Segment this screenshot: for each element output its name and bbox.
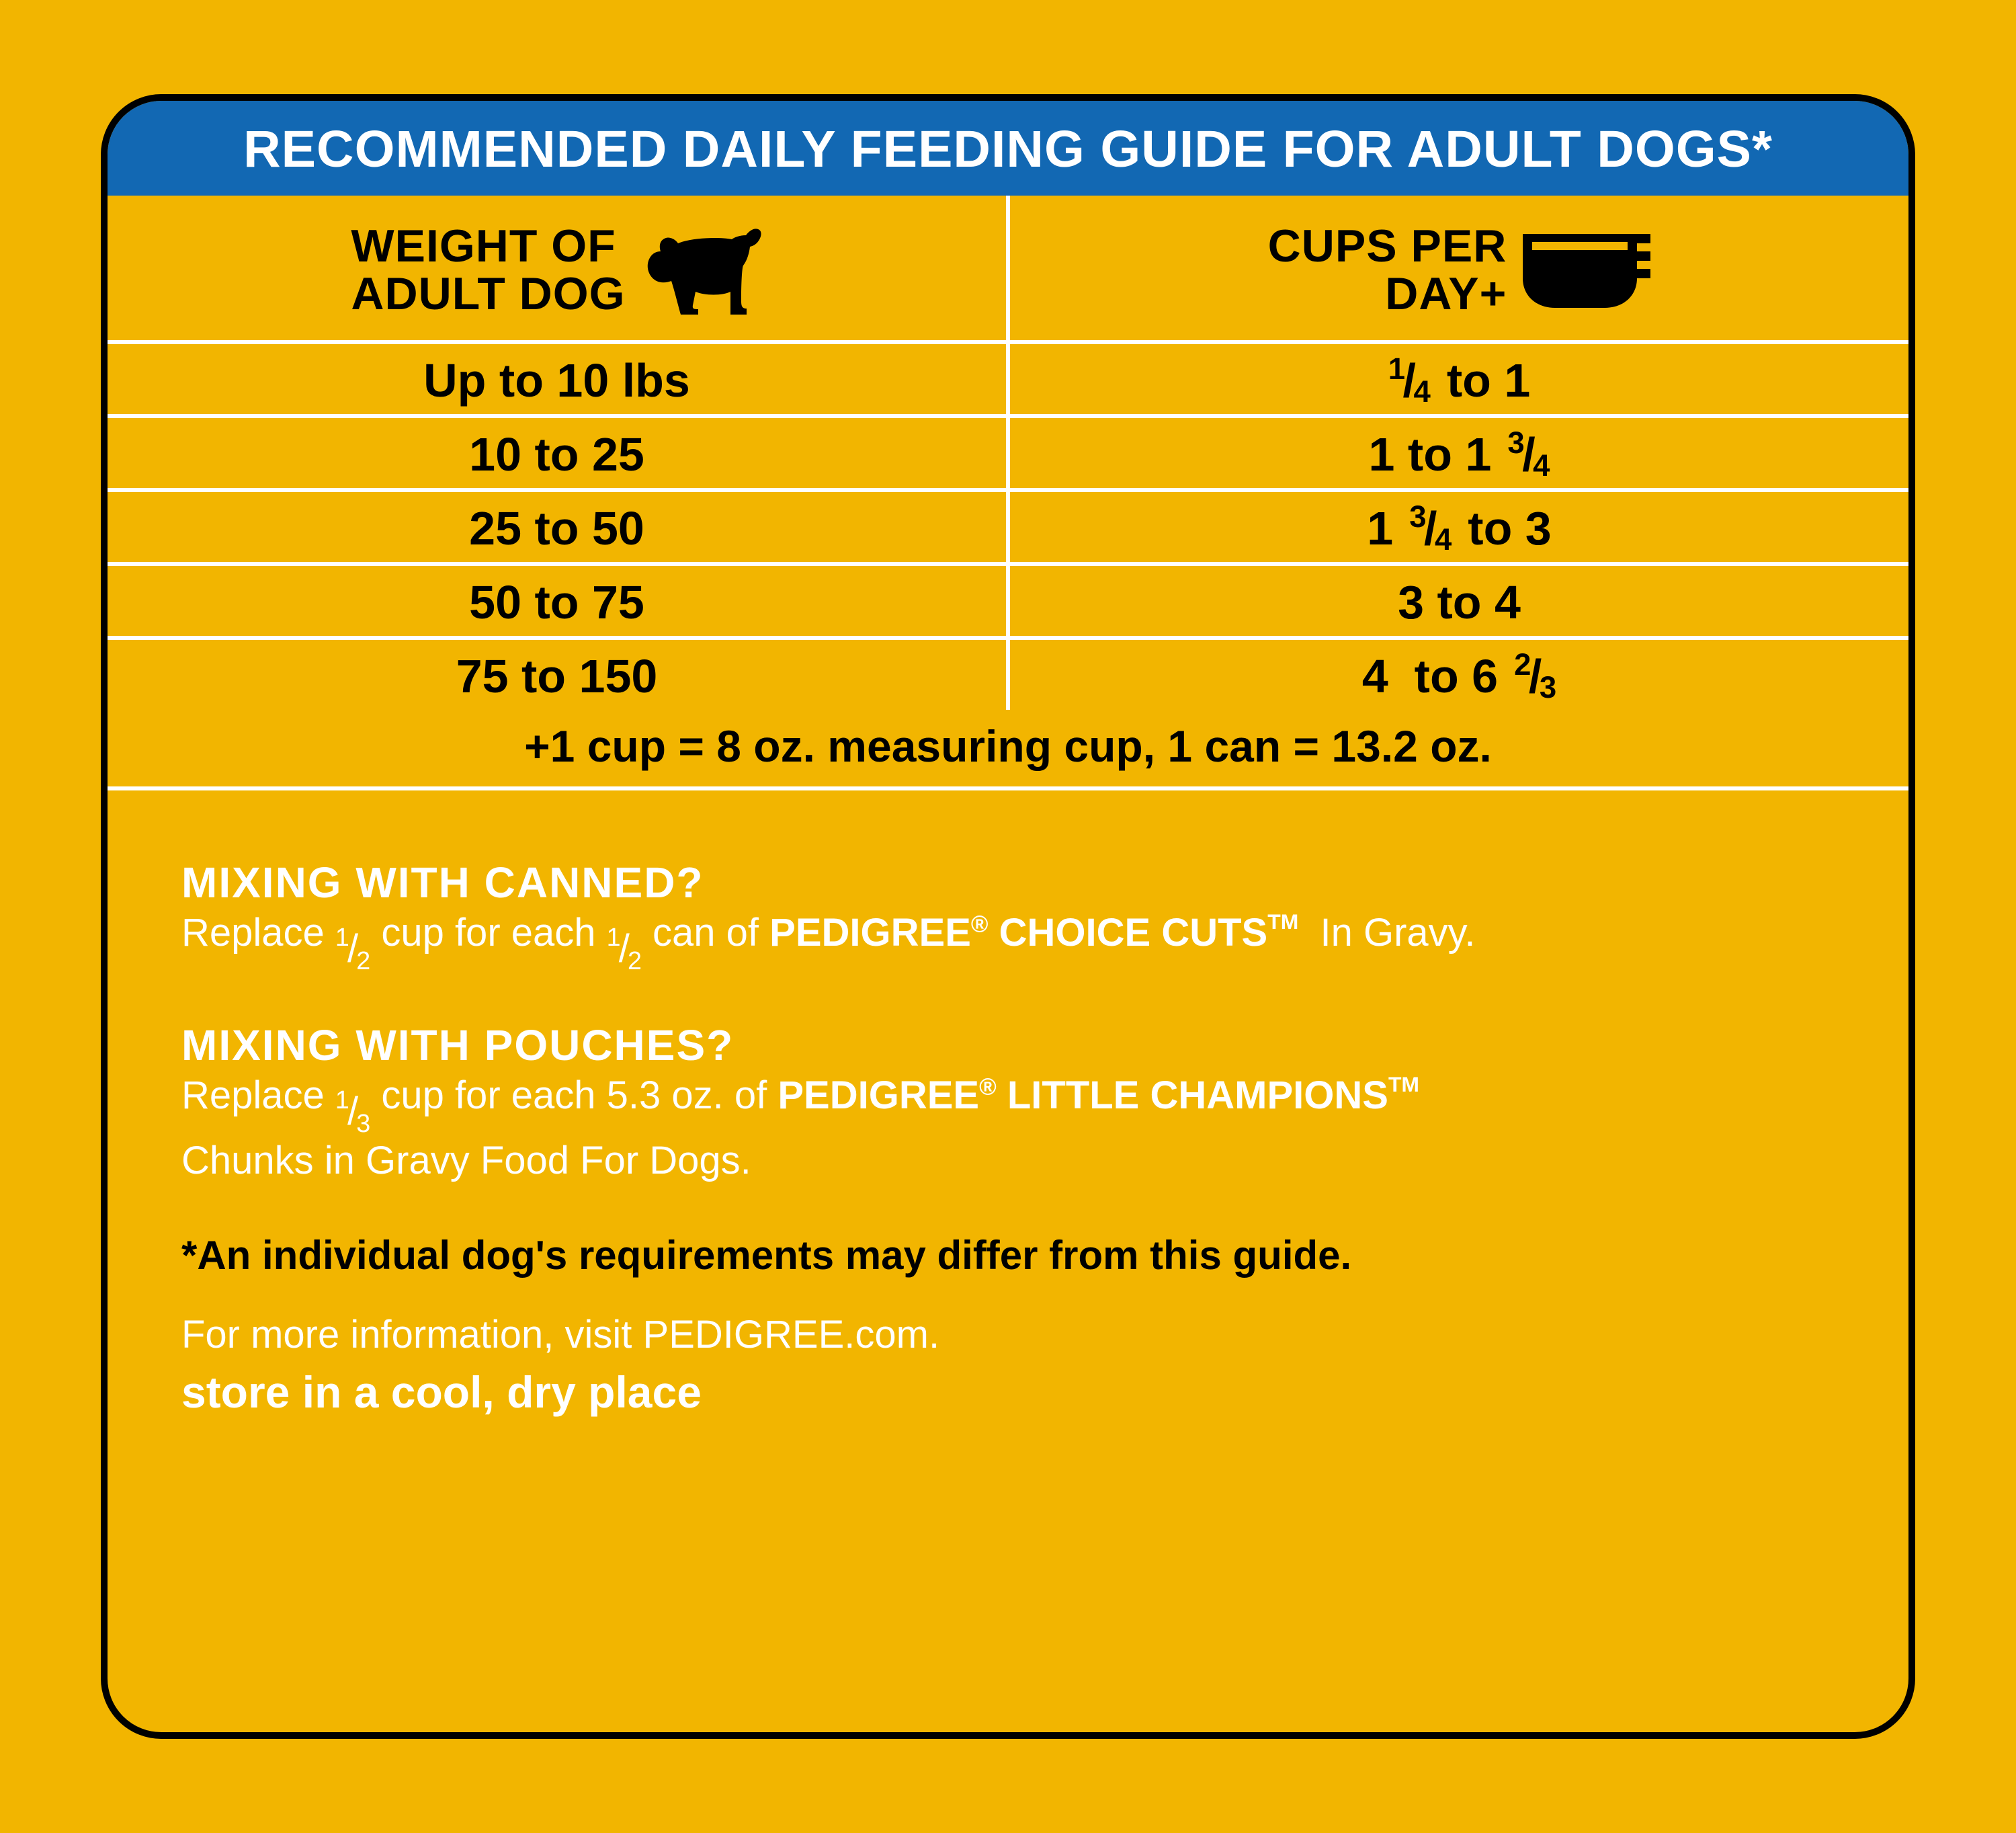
col1-header-line1: WEIGHT OF [351,220,616,272]
canned-heading: MIXING WITH CANNED? [181,858,1835,907]
col-weight-header: WEIGHT OF ADULT DOG [108,196,1010,340]
weight-cell: 10 to 25 [108,418,1010,488]
cups-cell: 1 to 13/4 [1010,418,1908,488]
col2-header-line2: DAY+ [1385,268,1507,319]
dog-icon [642,223,763,317]
col-cups-header: CUPS PER DAY+ [1010,196,1908,340]
feeding-guide-card: RECOMMENDED DAILY FEEDING GUIDE FOR ADUL… [101,94,1915,1739]
table-row: 75 to 1504 to 62/3 [108,640,1908,710]
cups-cell: 1/4 to 1 [1010,344,1908,414]
measuring-cup-icon [1523,230,1650,311]
disclaimer: *An individual dog's requirements may di… [181,1232,1835,1278]
weight-cell: Up to 10 lbs [108,344,1010,414]
cups-cell: 13/4 to 3 [1010,492,1908,562]
notes-section: MIXING WITH CANNED? Replace 1/2 cup for … [108,790,1908,1459]
weight-cell: 25 to 50 [108,492,1010,562]
cups-cell: 3 to 4 [1010,566,1908,636]
feeding-table: WEIGHT OF ADULT DOG CUPS PER DAY+ Up to … [108,196,1908,790]
title-bar: RECOMMENDED DAILY FEEDING GUIDE FOR ADUL… [108,101,1908,196]
pouches-body: Replace 1/3 cup for each 5.3 oz. of PEDI… [181,1071,1835,1185]
col1-header-line2: ADULT DOG [351,268,625,319]
table-row: Up to 10 lbs1/4 to 1 [108,344,1908,418]
table-row: 25 to 5013/4 to 3 [108,492,1908,566]
weight-cell: 75 to 150 [108,640,1010,710]
cups-cell: 4 to 62/3 [1010,640,1908,710]
col2-header-line1: CUPS PER [1268,220,1507,272]
pouches-heading: MIXING WITH POUCHES? [181,1020,1835,1070]
more-info-line: For more information, visit PEDIGREE.com… [181,1312,1835,1357]
table-row: 10 to 251 to 13/4 [108,418,1908,492]
storage-line: store in a cool, dry place [181,1367,1835,1418]
canned-body: Replace 1/2 cup for each 1/2 can of PEDI… [181,909,1835,974]
table-footnote: +1 cup = 8 oz. measuring cup, 1 can = 13… [108,710,1908,790]
table-header-row: WEIGHT OF ADULT DOG CUPS PER DAY+ [108,196,1908,344]
table-row: 50 to 753 to 4 [108,566,1908,640]
weight-cell: 50 to 75 [108,566,1010,636]
